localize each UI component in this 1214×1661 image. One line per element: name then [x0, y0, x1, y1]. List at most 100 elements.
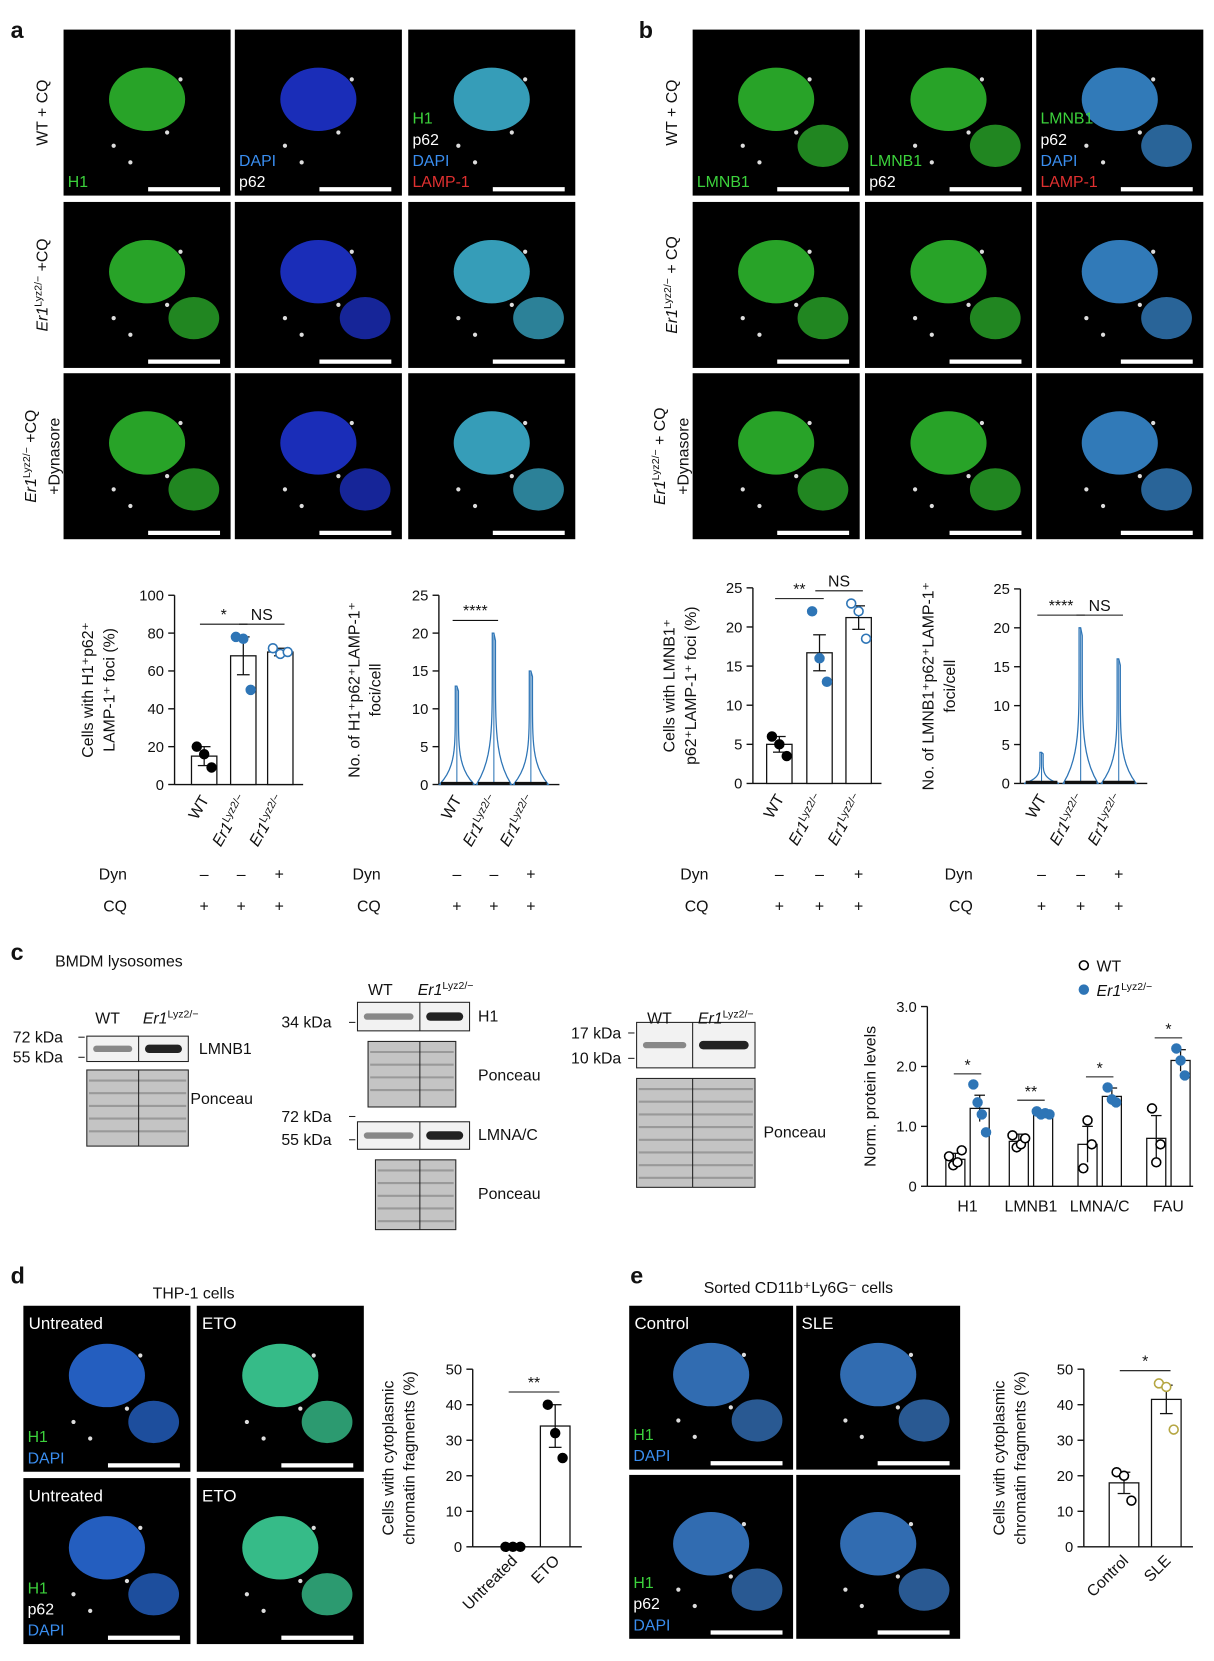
x-tick-label-part: Er1: [1047, 819, 1074, 849]
speckle: [178, 77, 183, 82]
data-point: [1078, 1163, 1089, 1174]
condition-value: +: [275, 867, 284, 884]
marker-label: 72 kDa: [281, 1109, 331, 1126]
nucleus: [280, 411, 357, 475]
nucleus: [731, 1399, 783, 1442]
row-label-part: Lyz2/−: [33, 276, 45, 307]
y-tick-label: 0: [156, 778, 164, 794]
speckle: [728, 1574, 733, 1579]
speckle: [88, 1608, 93, 1613]
x-tick-label-part: Lyz2/−: [508, 792, 534, 825]
data-point: [1146, 1103, 1158, 1114]
band: [93, 1045, 133, 1053]
y-tick-label: 30: [446, 1434, 462, 1450]
speckle: [523, 77, 528, 82]
micrograph: H1 p62 DAPI LAMP-1: [408, 29, 576, 196]
significance-label: *: [1165, 1022, 1171, 1039]
micrograph: [234, 373, 402, 540]
speckle: [298, 1406, 303, 1411]
x-tick-label: Er1Lyz2/−: [1045, 791, 1089, 849]
row-label-part: Lyz2/−: [662, 278, 674, 309]
speckle: [843, 1418, 848, 1423]
channel-label: DAPI: [239, 153, 276, 170]
marker-label: 55 kDa: [13, 1050, 63, 1067]
speckle: [282, 316, 288, 321]
speckle: [472, 160, 478, 165]
condition-value: –: [489, 867, 498, 884]
condition-value: +: [1114, 898, 1123, 915]
y-tick-label: 20: [446, 1469, 462, 1485]
legend-label: Er1Lyz2/−: [1097, 981, 1153, 1000]
band: [144, 1044, 182, 1054]
significance-label: *: [1097, 1061, 1103, 1078]
legend-label-part: Er1: [1097, 983, 1122, 1000]
y-tick-label: 3.0: [896, 1000, 917, 1016]
speckle: [299, 503, 304, 509]
legend-label-part: Lyz2/−: [1121, 981, 1152, 993]
nucleus: [898, 1399, 950, 1442]
blot: [356, 1001, 471, 1032]
y-tick-label: 0: [420, 778, 428, 794]
channel-label: H1: [28, 1580, 48, 1597]
nucleus: [1141, 296, 1192, 340]
speckle: [979, 77, 985, 82]
violin: [475, 632, 513, 786]
legend-label: WT: [1097, 959, 1122, 976]
y-axis-label: chromatin fragments (%): [1013, 1371, 1030, 1544]
micrograph: [692, 201, 860, 368]
speckle: [1137, 130, 1142, 135]
x-tick-label: WT: [186, 793, 213, 823]
speckle: [509, 130, 514, 135]
speckle: [111, 487, 116, 492]
speckle: [1151, 249, 1156, 254]
channel-label: H1: [68, 174, 88, 191]
speckle: [1100, 160, 1106, 165]
lane-label-part: Lyz2/−: [168, 1008, 199, 1020]
x-tick-label-part: Lyz2/−: [835, 791, 861, 824]
micrograph-title: Control: [634, 1314, 689, 1333]
nucleus: [797, 468, 849, 511]
x-tick-label-part: Er1: [786, 819, 813, 849]
condition-name: CQ: [685, 898, 709, 915]
speckle: [740, 487, 745, 492]
x-tick-label: FAU: [1153, 1199, 1184, 1216]
x-tick-label-part: Er1: [460, 820, 487, 850]
speckle: [349, 420, 354, 426]
condition-value: +: [854, 898, 863, 915]
data-point: [774, 739, 785, 750]
data-point: [860, 633, 872, 644]
channel-label: p62: [633, 1596, 660, 1613]
row-label: +Dynasore: [675, 418, 692, 495]
channel-label: p62: [28, 1601, 55, 1618]
nucleus: [339, 296, 391, 340]
row-label-part: + CQ: [652, 407, 669, 449]
channel-label: H1: [633, 1427, 653, 1444]
significance-label: ****: [1049, 598, 1074, 615]
data-point: [282, 646, 293, 658]
row-label-part: Er1: [35, 307, 52, 332]
speckle: [912, 487, 918, 492]
y-tick-label: 20: [993, 621, 1009, 637]
nucleus: [738, 411, 815, 475]
data-point: [238, 633, 249, 645]
y-tick-label: 40: [446, 1398, 462, 1414]
blot: [374, 1159, 457, 1231]
speckle: [165, 130, 170, 135]
condition-name: CQ: [103, 898, 127, 915]
nucleus: [280, 239, 357, 304]
speckle: [966, 130, 971, 135]
micrograph: [692, 373, 860, 540]
micrograph: DAPI p62: [234, 29, 402, 196]
speckle: [282, 143, 288, 148]
micrograph-title: Untreated: [29, 1314, 103, 1333]
data-point: [515, 1541, 526, 1553]
channel-label: LAMP-1: [412, 174, 469, 191]
y-tick-label: 40: [148, 702, 164, 718]
marker-label: 72 kDa: [13, 1029, 63, 1046]
speckle: [349, 249, 354, 254]
marker-label: 34 kDa: [281, 1015, 331, 1032]
condition-value: +: [489, 898, 498, 915]
bar: [229, 655, 257, 786]
speckle: [859, 1434, 864, 1439]
speckle: [843, 1587, 848, 1592]
